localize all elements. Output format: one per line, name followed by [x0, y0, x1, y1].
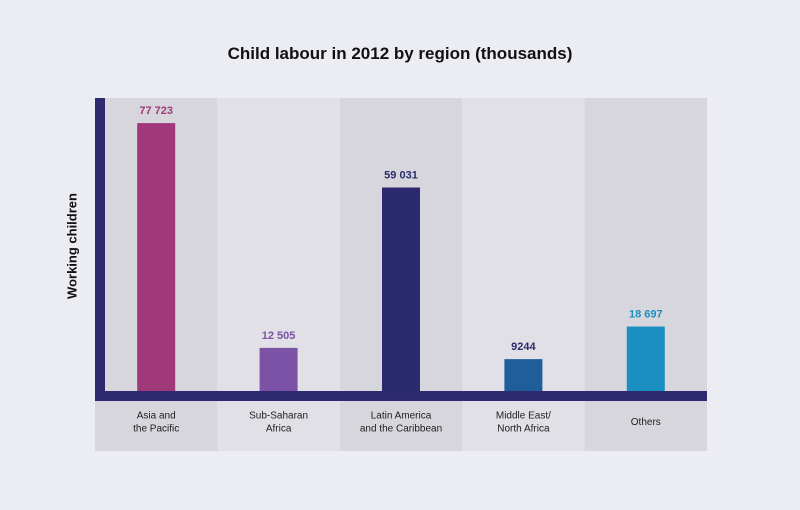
data-label: 77 723 — [139, 105, 173, 117]
category-label: Sub-Saharan Africa — [249, 411, 308, 435]
category-label-line: Middle East/ — [496, 411, 551, 422]
category-label-line: and the Caribbean — [360, 424, 442, 435]
chart-title: Child labour in 2012 by region (thousand… — [227, 44, 573, 63]
category-label-line: Africa — [266, 424, 292, 435]
category-label: Latin America and the Caribbean — [360, 411, 442, 435]
bar — [504, 359, 543, 391]
data-label: 12 505 — [262, 330, 296, 342]
category-label-line: Asia and — [137, 411, 176, 422]
category-label-line: Others — [631, 417, 661, 428]
data-label: 59 031 — [384, 170, 418, 182]
category-label: Asia and the Pacific — [133, 411, 179, 435]
y-axis-line — [95, 98, 105, 401]
data-label: 9244 — [511, 341, 536, 353]
x-axis-line — [95, 391, 707, 401]
category-label: Middle East/North Africa — [496, 411, 551, 435]
category-label-line: North Africa — [497, 424, 550, 435]
category-label-line: Latin America — [371, 411, 432, 422]
bar — [626, 326, 665, 391]
bar — [259, 347, 298, 391]
bar — [137, 123, 176, 392]
category-label-line: Sub-Saharan — [249, 411, 308, 422]
bar — [382, 187, 420, 391]
category-label-line: the Pacific — [133, 424, 179, 435]
data-label: 18 697 — [629, 309, 663, 321]
category-label: Others — [631, 417, 661, 428]
